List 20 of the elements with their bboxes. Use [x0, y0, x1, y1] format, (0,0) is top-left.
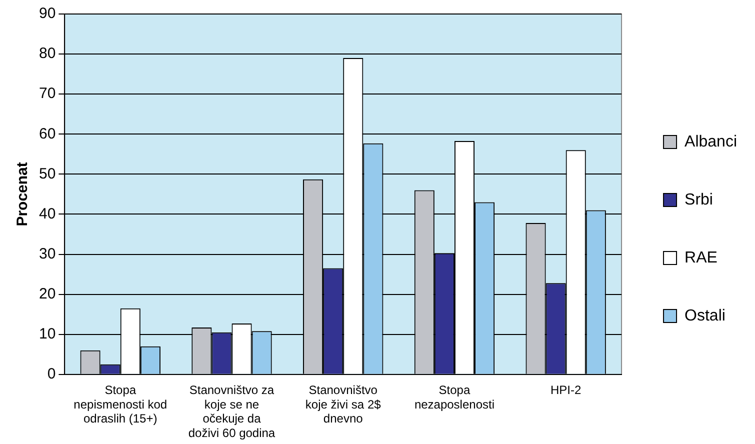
legend-label: Albanci [684, 133, 738, 150]
y-tick-label: 30 [38, 245, 56, 262]
y-tick-label: 40 [38, 205, 56, 222]
legend-label: Srbi [684, 191, 713, 208]
y-tick-label: 60 [38, 125, 56, 142]
x-tick-label: Stanovništvo za koje se ne očekuje da doživi 60 godina [188, 382, 276, 440]
y-axis-title: Procenat [14, 162, 32, 226]
y-tick-label: 50 [38, 165, 56, 182]
x-tick-label: Stopa nepismenosti kod odraslih (15+) [74, 382, 168, 426]
y-tick-label: 80 [38, 45, 56, 62]
legend-label: RAE [684, 249, 718, 266]
x-tick-label: Stopa nezaposlenosti [414, 382, 495, 412]
y-tick-label: 0 [47, 366, 56, 383]
x-tick-label: HPI-2 [550, 382, 582, 397]
y-tick-label: 10 [38, 325, 56, 342]
x-tick-label: Stanovništvo koje živi sa 2$ dnevno [305, 382, 382, 426]
legend-label: Ostali [684, 307, 726, 324]
y-tick-label: 20 [38, 285, 56, 302]
y-tick-label: 90 [38, 5, 56, 22]
y-tick-label: 70 [38, 85, 56, 102]
